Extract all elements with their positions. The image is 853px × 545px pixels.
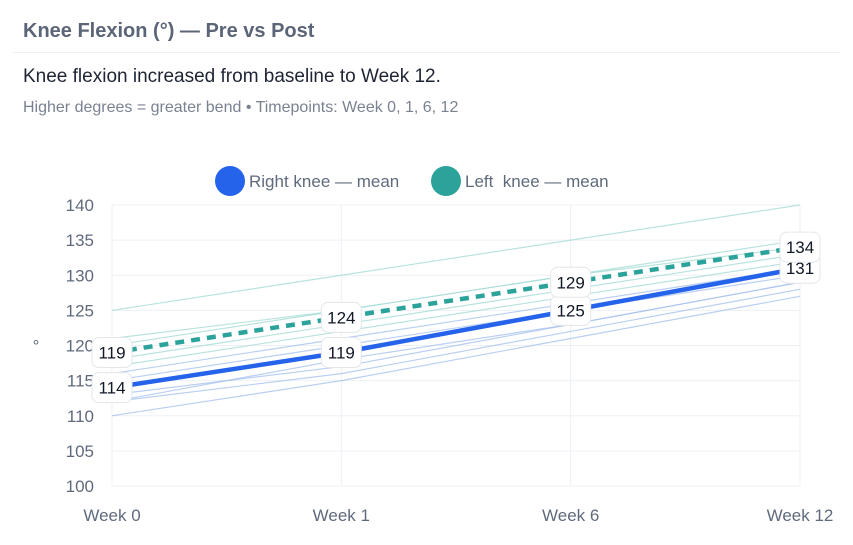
data-label-right: 114: [91, 372, 133, 404]
chart-caption: Higher degrees = greater bend • Timepoin…: [23, 99, 459, 116]
data-label-box: [320, 301, 362, 333]
series-line-left-mean: [111, 244, 801, 355]
individual-line-right: [111, 281, 801, 403]
data-label-left: 119: [91, 337, 133, 369]
card-title: Knee Flexion (°) — Pre vs Post: [23, 20, 315, 42]
data-label-box: [320, 337, 362, 369]
y-tick-label: 130: [66, 266, 94, 285]
data-label-text: 119: [328, 344, 355, 363]
data-label-left: 134: [779, 231, 821, 263]
individual-line-left: [111, 246, 801, 340]
data-label-text: 124: [327, 308, 355, 327]
individual-line-right: [111, 288, 801, 403]
y-tick-label: 135: [66, 231, 94, 250]
x-tick-label: Week 6: [542, 506, 599, 525]
series-line-right-mean: [111, 266, 801, 390]
y-tick-label: 115: [67, 372, 94, 391]
y-tick-label: 140: [66, 196, 94, 215]
y-tick-label: 110: [67, 407, 94, 426]
data-label-right: 125: [550, 294, 592, 326]
y-tick-label: 125: [66, 301, 94, 320]
legend-marker-left: [431, 166, 461, 196]
individual-line-left: [111, 260, 801, 368]
chart-subtitle: Knee flexion increased from baseline to …: [23, 66, 441, 87]
individual-line-right: [111, 295, 801, 417]
x-tick-label: Week 12: [767, 506, 834, 525]
data-label-right: 119: [320, 337, 362, 369]
data-label-text: 134: [786, 238, 814, 257]
data-label-box: [550, 266, 592, 298]
x-tick-label: Week 0: [83, 506, 140, 525]
title-divider: [12, 52, 841, 53]
legend-marker-right: [215, 166, 245, 196]
individual-line-left: [111, 204, 801, 311]
x-tick-label: Week 1: [313, 506, 370, 525]
data-label-text: 125: [556, 301, 584, 320]
data-label-box: [91, 337, 133, 369]
data-label-text: 114: [98, 379, 125, 398]
data-label-text: 119: [98, 344, 125, 363]
data-label-text: 129: [556, 273, 584, 292]
y-tick-label: 100: [66, 477, 94, 496]
individual-line-right: [111, 267, 801, 375]
y-tick-label: 120: [66, 337, 94, 356]
legend-label-right: Right knee — mean: [249, 172, 399, 191]
data-label-left: 129: [550, 266, 592, 298]
individual-line-left: [111, 253, 801, 361]
individual-line-right: [111, 274, 801, 382]
legend-label-left: Left knee — mean: [465, 172, 609, 191]
data-label-left: 124: [320, 301, 362, 333]
y-tick-label: 105: [66, 442, 94, 461]
data-label-box: [779, 231, 821, 263]
data-label-box: [91, 372, 133, 404]
y-axis-label: °: [33, 337, 40, 356]
data-label-text: 131: [786, 259, 814, 278]
